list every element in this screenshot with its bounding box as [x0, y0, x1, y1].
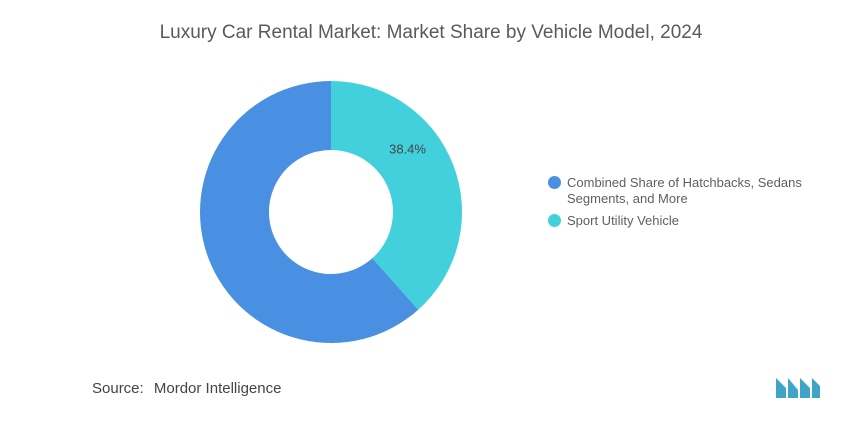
chart-title: Luxury Car Rental Market: Market Share b… — [159, 22, 703, 43]
legend-item-suv: Sport Utility Vehicle — [548, 213, 848, 229]
source-note: Source: Mordor Intelligence — [92, 380, 281, 397]
mordor-intelligence-logo-icon — [776, 378, 820, 398]
legend-item-hatchbacks-sedans: Combined Share of Hatchbacks, Sedans Seg… — [548, 175, 848, 207]
legend-swatch-hatchbacks-sedans — [548, 176, 561, 189]
legend-label-suv: Sport Utility Vehicle — [567, 213, 679, 228]
legend-label-hatchbacks-sedans: Combined Share of Hatchbacks, Sedans Seg… — [567, 175, 802, 206]
source-label: Source: — [92, 380, 144, 397]
slice-0 — [200, 81, 419, 343]
chart-legend: Combined Share of Hatchbacks, Sedans Seg… — [548, 175, 848, 235]
slice-1 — [331, 81, 463, 310]
legend-swatch-suv — [548, 214, 561, 227]
data-label-1: 38.4% — [389, 142, 426, 157]
source-name: Mordor Intelligence — [153, 380, 282, 397]
